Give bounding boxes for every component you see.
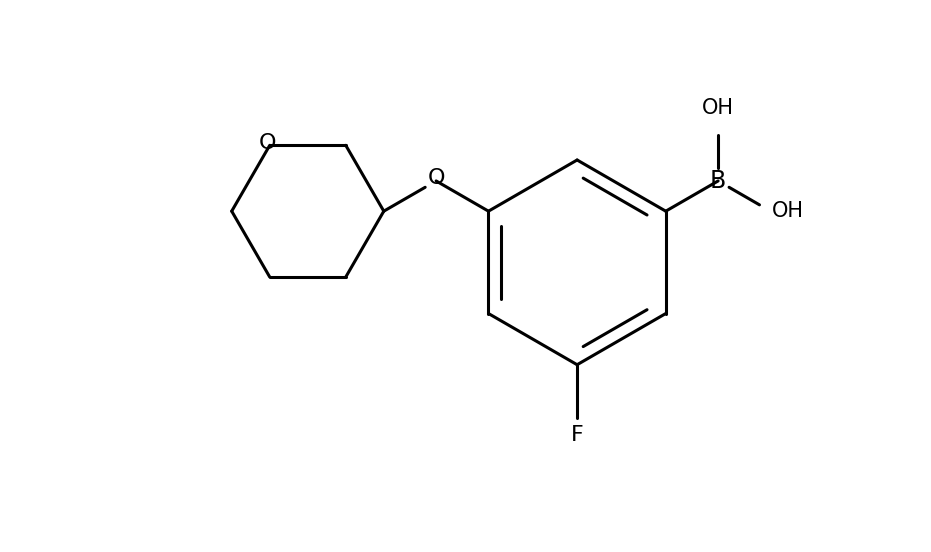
Text: O: O [427, 168, 445, 188]
Text: B: B [710, 169, 726, 193]
Text: F: F [571, 425, 584, 445]
Text: OH: OH [702, 98, 735, 118]
Text: OH: OH [772, 201, 804, 221]
Text: O: O [259, 134, 277, 153]
